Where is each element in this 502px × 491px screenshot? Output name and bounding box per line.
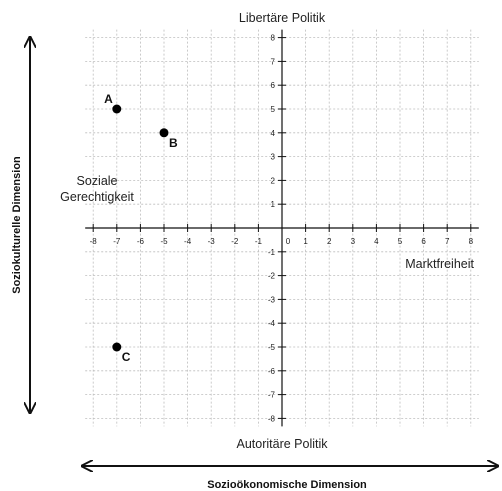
axes: [85, 29, 479, 427]
point-b: [159, 128, 169, 138]
point-label-a: A: [104, 92, 113, 106]
label-top: Libertäre Politik: [239, 11, 326, 25]
x-tick-label: -7: [113, 237, 121, 246]
y-tick-label: 1: [271, 200, 276, 209]
y-tick-label: -5: [268, 343, 276, 352]
y-tick-label: 7: [271, 57, 276, 66]
tick-labels: -8 -7 -6 -5 -4 -3 -2 -1 0 1 2 3 4 5 6 7 8 -8 -7 -6 -5 -4 -3 -2 -…: [90, 34, 474, 424]
y-tick-label: 6: [271, 81, 276, 90]
y-tick-label: -7: [268, 391, 276, 400]
x-tick-label: 5: [398, 237, 403, 246]
label-right: Marktfreiheit: [405, 257, 474, 271]
label-left-line1: Soziale: [77, 174, 118, 188]
label-bottom: Autoritäre Politik: [236, 437, 328, 451]
y-tick-label: -4: [268, 319, 276, 328]
y-tick-label: -6: [268, 367, 276, 376]
label-left-line2: Gerechtigkeit: [60, 190, 134, 204]
x-tick-label: 8: [469, 237, 474, 246]
point-label-b: B: [169, 136, 178, 150]
point-c: [112, 342, 122, 352]
y-tick-label: -1: [268, 248, 276, 257]
x-tick-label: 2: [327, 237, 332, 246]
y-tick-label: 5: [271, 105, 276, 114]
x-tick-label: -6: [137, 237, 145, 246]
x-tick-label: -3: [208, 237, 216, 246]
x-tick-label: -1: [255, 237, 263, 246]
x-tick-label: 3: [351, 237, 356, 246]
y-tick-label: -8: [268, 414, 276, 423]
x-tick-label: -8: [90, 237, 98, 246]
y-tick-label: -2: [268, 272, 276, 281]
x-tick-label: 0: [286, 237, 291, 246]
point-a: [112, 104, 122, 114]
point-label-c: C: [122, 350, 131, 364]
y-tick-label: -3: [268, 295, 276, 304]
x-tick-label: 6: [421, 237, 426, 246]
x-tick-label: 4: [374, 237, 379, 246]
x-tick-label: 1: [303, 237, 308, 246]
y-axis-title: Soziokulturelle Dimension: [11, 156, 23, 294]
x-axis-title: Sozioökonomische Dimension: [207, 479, 367, 491]
x-tick-label: -5: [160, 237, 168, 246]
y-tick-label: 2: [271, 176, 276, 185]
x-tick-label: -4: [184, 237, 192, 246]
x-tick-label: -2: [231, 237, 239, 246]
y-tick-label: 8: [271, 34, 276, 43]
y-tick-label: 3: [271, 153, 276, 162]
x-tick-label: 7: [445, 237, 450, 246]
data-points: A B C: [104, 92, 178, 364]
y-tick-label: 4: [271, 129, 276, 138]
